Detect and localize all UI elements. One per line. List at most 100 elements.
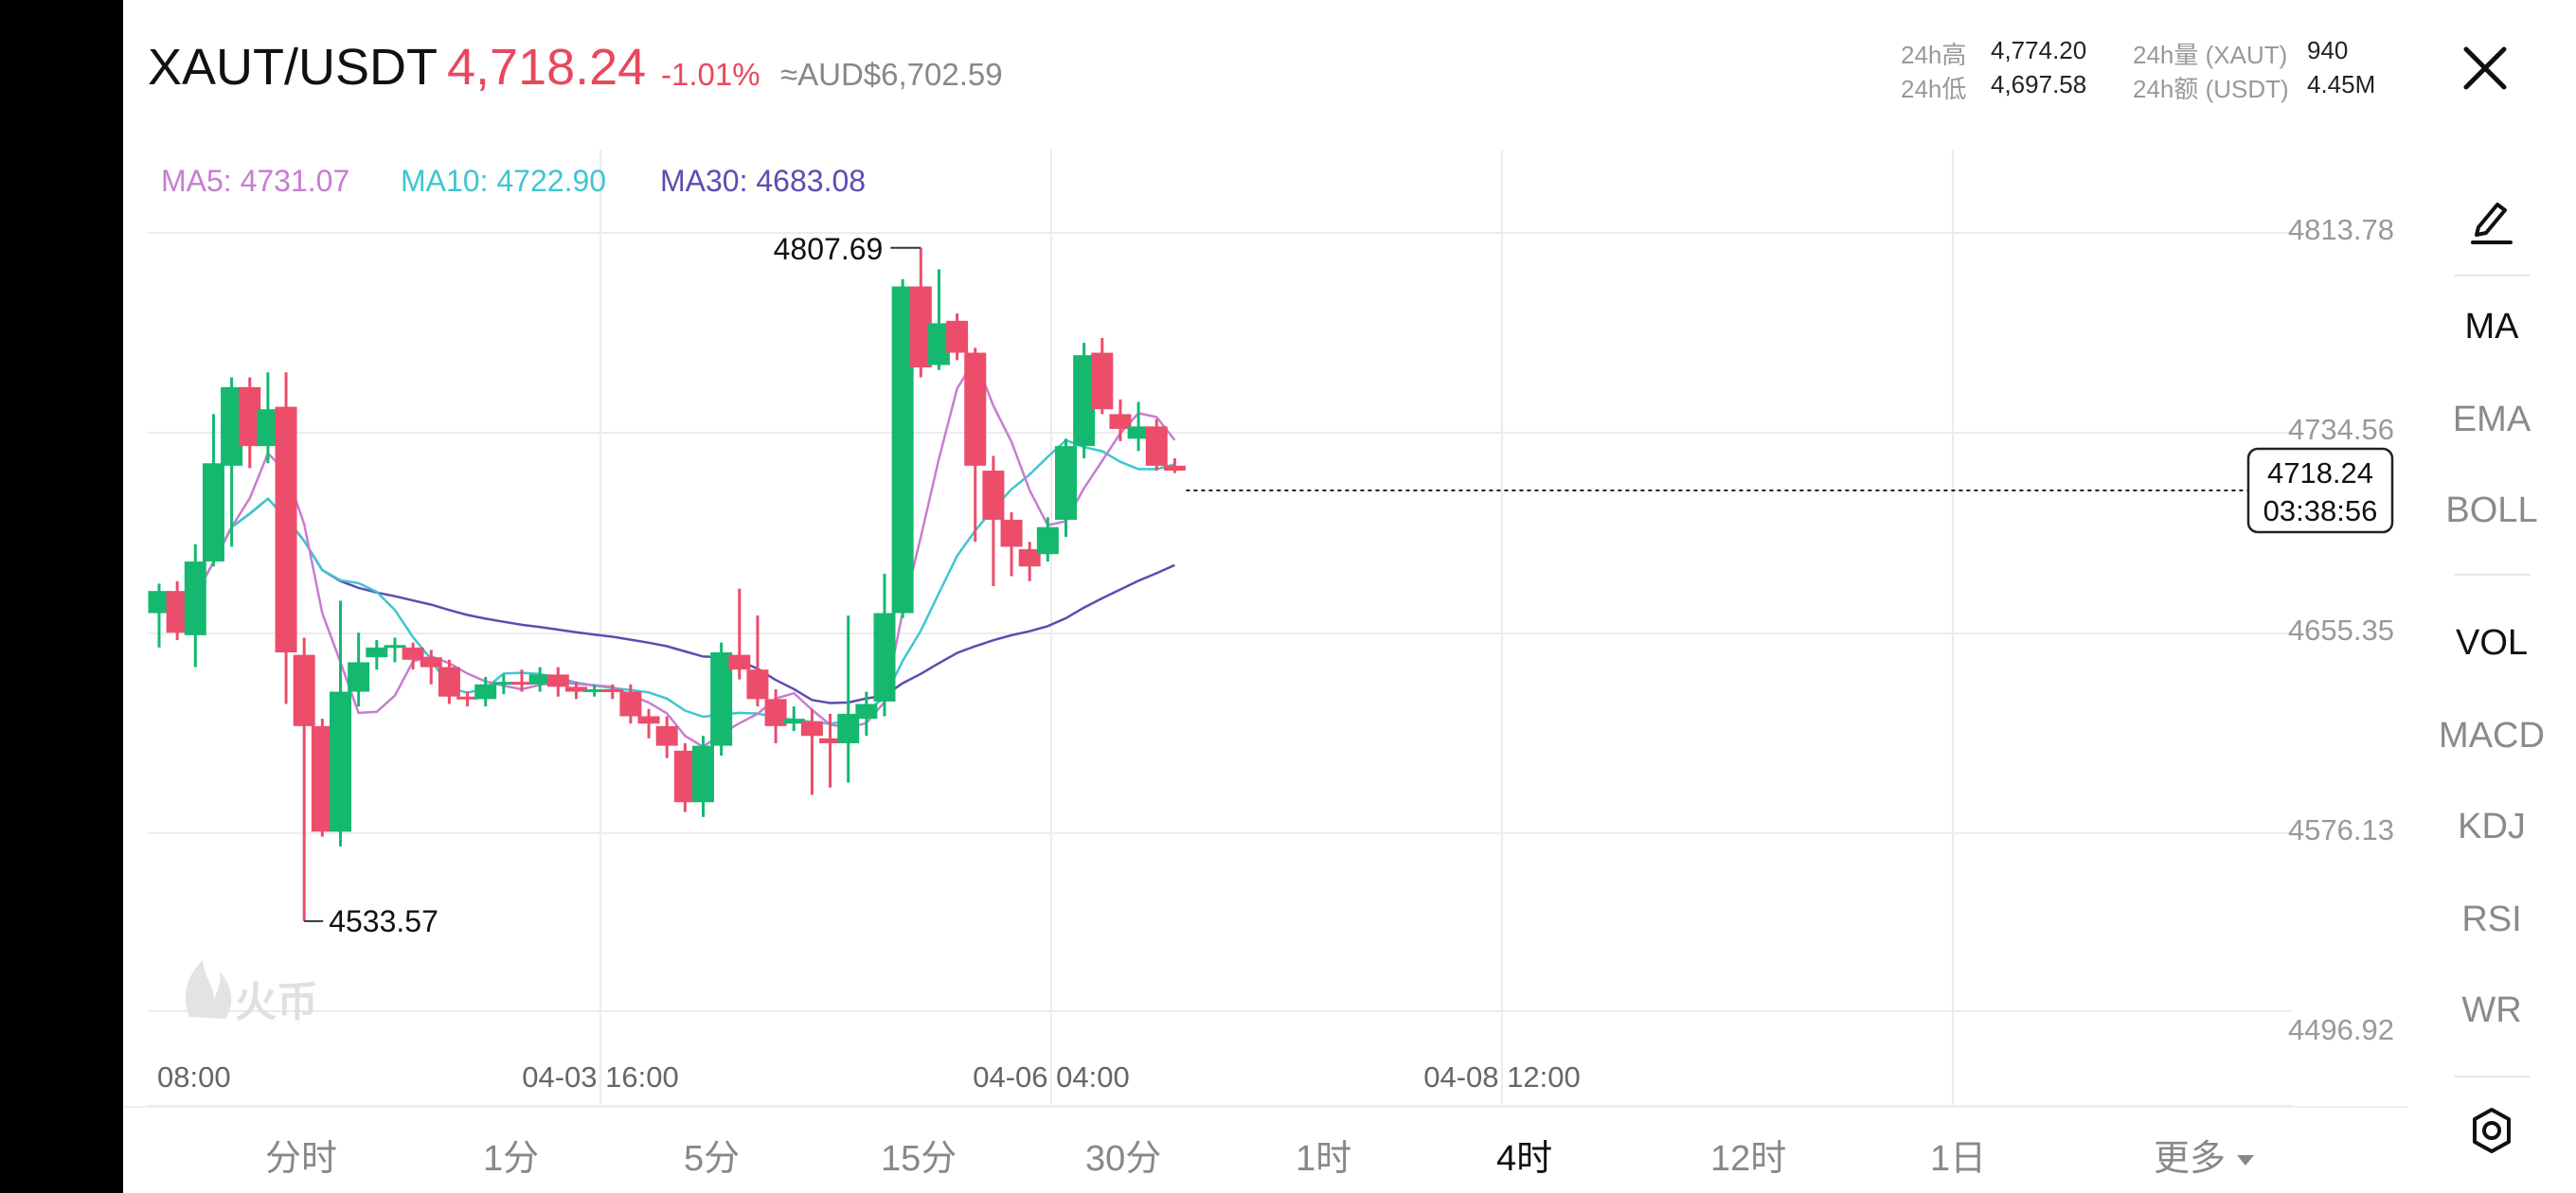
candle[interactable]	[583, 684, 606, 697]
candle[interactable]	[601, 684, 624, 700]
candle[interactable]	[546, 667, 569, 697]
candle[interactable]	[564, 682, 587, 700]
candle[interactable]	[528, 667, 551, 692]
candle[interactable]	[800, 708, 823, 795]
candle[interactable]	[710, 642, 733, 756]
kline-chart[interactable]: 火币 4807.69 4533.57 4813.78 4734.56 4655.35 4…	[123, 150, 2407, 1107]
candle[interactable]	[221, 377, 243, 547]
candle-body	[311, 725, 333, 832]
candle[interactable]	[1073, 343, 1096, 459]
candle[interactable]	[1109, 399, 1132, 441]
candle-body	[366, 647, 388, 658]
candle[interactable]	[1127, 401, 1150, 452]
pen-icon[interactable]	[2461, 189, 2522, 250]
timeframe-1[interactable]: 分时	[265, 1139, 338, 1179]
indicator-vol[interactable]: VOL	[2455, 623, 2529, 663]
candle[interactable]	[438, 659, 460, 704]
candle-body	[528, 674, 551, 685]
candle[interactable]	[782, 706, 805, 732]
candle[interactable]	[275, 372, 297, 704]
candle-body	[710, 652, 733, 746]
ma5-legend: MA5: 4731.07	[161, 164, 349, 198]
pair-title[interactable]: XAUT/USDT	[148, 39, 438, 96]
candle[interactable]	[348, 632, 370, 707]
candle[interactable]	[1036, 517, 1059, 562]
timeframe-4[interactable]: 15分	[881, 1139, 957, 1179]
price-axis: 4813.78 4734.56 4655.35 4576.13 4496.92	[2288, 213, 2394, 1046]
candle[interactable]	[420, 650, 442, 685]
current-price-value: 4718.24	[2267, 456, 2373, 490]
candle-body	[764, 699, 787, 726]
candle[interactable]	[1000, 512, 1023, 577]
candle-body	[1055, 446, 1077, 520]
indicator-kdj[interactable]: KDJ	[2458, 807, 2526, 846]
candle[interactable]	[366, 640, 388, 670]
timeframe-6[interactable]: 1时	[1296, 1139, 1352, 1179]
candle[interactable]	[311, 719, 333, 837]
candle-body	[384, 645, 406, 649]
indicator-macd[interactable]: MACD	[2439, 716, 2545, 756]
time-axis-label: 04-03 16:00	[522, 1060, 678, 1094]
candle[interactable]	[673, 743, 696, 812]
candle[interactable]	[746, 615, 769, 707]
candle[interactable]	[184, 543, 206, 668]
candle[interactable]	[402, 642, 424, 670]
candle[interactable]	[456, 691, 479, 707]
candle[interactable]	[873, 574, 896, 717]
candle[interactable]	[1091, 337, 1114, 415]
candle[interactable]	[202, 414, 224, 567]
candle[interactable]	[964, 347, 987, 543]
timeframe-3[interactable]: 5分	[684, 1139, 741, 1179]
timeframe-10[interactable]: 更多	[2154, 1129, 2255, 1181]
candle[interactable]	[510, 669, 533, 692]
candle[interactable]	[1163, 458, 1186, 473]
last-price: 4,718.24	[447, 39, 647, 96]
indicator-rsi[interactable]: RSI	[2461, 899, 2522, 939]
candle[interactable]	[293, 637, 315, 921]
candle[interactable]	[1018, 542, 1041, 581]
candle[interactable]	[946, 313, 969, 361]
candle[interactable]	[982, 455, 1005, 586]
candle[interactable]	[692, 736, 714, 817]
price-axis-label: 4813.78	[2288, 213, 2394, 246]
candle[interactable]	[637, 708, 660, 739]
candle[interactable]	[855, 691, 878, 737]
candle-countdown: 03:38:56	[2263, 494, 2378, 527]
candle[interactable]	[837, 615, 860, 783]
candle[interactable]	[655, 716, 678, 758]
timeframe-5[interactable]: 30分	[1085, 1139, 1162, 1179]
candle-body	[601, 688, 624, 692]
candle[interactable]	[384, 637, 406, 663]
indicator-wr[interactable]: WR	[2461, 990, 2522, 1030]
candle[interactable]	[474, 676, 497, 707]
timeframe-7[interactable]: 4时	[1496, 1139, 1553, 1179]
candle-body	[837, 713, 860, 744]
candle[interactable]	[148, 583, 170, 648]
candle[interactable]	[239, 377, 261, 469]
candle[interactable]	[764, 688, 787, 744]
candle[interactable]	[492, 674, 515, 695]
candle-body	[909, 286, 932, 368]
candle[interactable]	[819, 713, 842, 788]
timeframe-2[interactable]: 1分	[483, 1139, 540, 1179]
stat-high-label: 24h高	[1901, 41, 1967, 69]
candle[interactable]	[1145, 418, 1168, 472]
candle[interactable]	[166, 580, 188, 641]
indicator-ema[interactable]: EMA	[2452, 400, 2531, 439]
candle-body	[257, 409, 279, 447]
candle[interactable]	[728, 588, 751, 680]
candle[interactable]	[619, 684, 642, 724]
candle[interactable]	[257, 372, 279, 464]
indicator-boll[interactable]: BOLL	[2445, 490, 2538, 530]
close-icon[interactable]	[2457, 40, 2513, 97]
candle[interactable]	[1055, 438, 1077, 538]
timeframe-9[interactable]: 1日	[1930, 1139, 1987, 1179]
indicator-ma[interactable]: MA	[2464, 307, 2519, 347]
candle[interactable]	[891, 278, 914, 618]
candle[interactable]	[330, 600, 351, 846]
candle[interactable]	[927, 269, 950, 370]
candle[interactable]	[909, 247, 932, 378]
settings-icon[interactable]	[2461, 1100, 2522, 1161]
timeframe-8[interactable]: 12时	[1710, 1139, 1787, 1179]
